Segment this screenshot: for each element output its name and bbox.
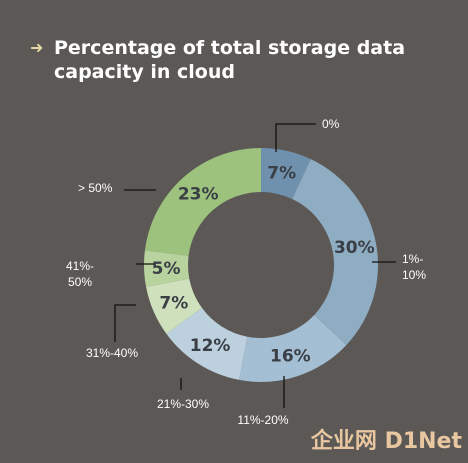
slice-percent-label: 5% xyxy=(152,259,181,279)
category-label: 21%-30% xyxy=(157,397,209,411)
category-label: 11%-20% xyxy=(237,413,288,427)
title-arrow-icon: ➜ xyxy=(30,38,43,57)
donut-slice xyxy=(292,159,379,346)
category-label: 0% xyxy=(322,117,340,131)
donut-slice xyxy=(239,314,347,382)
chart-title: ➜ Percentage of total storage data capac… xyxy=(30,37,405,83)
donut-slice xyxy=(146,278,202,334)
chart-title-line-2: capacity in cloud xyxy=(54,61,235,83)
category-label: 1%-10% xyxy=(402,252,426,282)
donut-slice xyxy=(261,148,311,199)
slice-percent-label: 12% xyxy=(190,336,231,356)
category-labels: 0% 1%-10% 11%-20% 21%-30% 31%-40% 41%-50% > 50… xyxy=(66,117,426,427)
donut-slice xyxy=(144,250,190,287)
slice-percent-labels: 7% 30% 16% 12% 7% 5% 23% xyxy=(152,163,375,366)
slice-percent-label: 7% xyxy=(267,163,296,183)
donut-slice xyxy=(144,148,261,256)
category-label: 31%-40% xyxy=(86,346,138,360)
slice-percent-label: 30% xyxy=(334,238,375,258)
leader-line xyxy=(275,123,316,152)
d1net-watermark: 企业网 D1Net xyxy=(310,428,463,454)
donut-slices xyxy=(144,148,379,382)
leader-lines xyxy=(114,123,396,408)
slice-percent-label: 7% xyxy=(159,294,188,314)
category-label: 41%-50% xyxy=(66,259,94,289)
donut-slice xyxy=(166,307,248,380)
slice-percent-label: 16% xyxy=(270,346,311,366)
chart-title-line-1: Percentage of total storage data xyxy=(54,37,405,59)
watermark-text: 企业网 D1Net xyxy=(310,428,463,454)
leader-line xyxy=(114,304,136,342)
category-label: > 50% xyxy=(78,181,113,195)
slice-percent-label: 23% xyxy=(178,185,219,205)
